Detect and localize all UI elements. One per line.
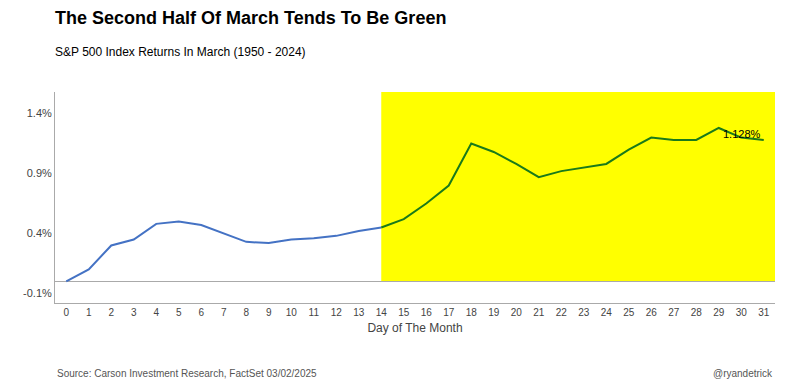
svg-text:S&P 500 Index Returns In March: S&P 500 Index Returns In March (1950 - 2… xyxy=(55,45,306,59)
svg-text:22: 22 xyxy=(556,307,568,318)
svg-text:@ryandetrick: @ryandetrick xyxy=(713,368,773,379)
svg-text:24: 24 xyxy=(601,307,613,318)
svg-text:1.128%: 1.128% xyxy=(723,128,761,140)
svg-text:0.4%: 0.4% xyxy=(27,227,52,239)
svg-text:6: 6 xyxy=(198,307,204,318)
svg-text:27: 27 xyxy=(668,307,680,318)
svg-text:19: 19 xyxy=(488,307,500,318)
svg-text:17: 17 xyxy=(443,307,455,318)
svg-text:1.4%: 1.4% xyxy=(27,107,52,119)
svg-text:14: 14 xyxy=(376,307,388,318)
svg-text:21: 21 xyxy=(533,307,545,318)
svg-text:0: 0 xyxy=(63,307,69,318)
svg-text:16: 16 xyxy=(421,307,433,318)
svg-text:30: 30 xyxy=(736,307,748,318)
svg-text:0.9%: 0.9% xyxy=(27,167,52,179)
svg-text:26: 26 xyxy=(646,307,658,318)
svg-text:The Second Half Of March Tends: The Second Half Of March Tends To Be Gre… xyxy=(55,8,446,28)
svg-text:18: 18 xyxy=(466,307,478,318)
svg-text:10: 10 xyxy=(286,307,298,318)
svg-text:31: 31 xyxy=(758,307,770,318)
svg-text:7: 7 xyxy=(221,307,227,318)
svg-text:1: 1 xyxy=(86,307,92,318)
svg-text:5: 5 xyxy=(176,307,182,318)
svg-text:Source: Carson Investment Rese: Source: Carson Investment Research, Fact… xyxy=(57,368,317,379)
svg-text:8: 8 xyxy=(243,307,249,318)
svg-text:28: 28 xyxy=(691,307,703,318)
svg-text:3: 3 xyxy=(131,307,137,318)
svg-text:20: 20 xyxy=(511,307,523,318)
svg-text:Day of The Month: Day of The Month xyxy=(367,321,462,335)
svg-text:29: 29 xyxy=(713,307,725,318)
svg-text:2: 2 xyxy=(108,307,114,318)
svg-text:11: 11 xyxy=(309,307,320,318)
svg-text:4: 4 xyxy=(153,307,159,318)
svg-text:-0.1%: -0.1% xyxy=(23,287,52,299)
svg-text:23: 23 xyxy=(578,307,590,318)
svg-text:15: 15 xyxy=(398,307,410,318)
svg-text:12: 12 xyxy=(331,307,343,318)
svg-text:9: 9 xyxy=(266,307,272,318)
svg-text:25: 25 xyxy=(623,307,635,318)
svg-text:13: 13 xyxy=(353,307,365,318)
